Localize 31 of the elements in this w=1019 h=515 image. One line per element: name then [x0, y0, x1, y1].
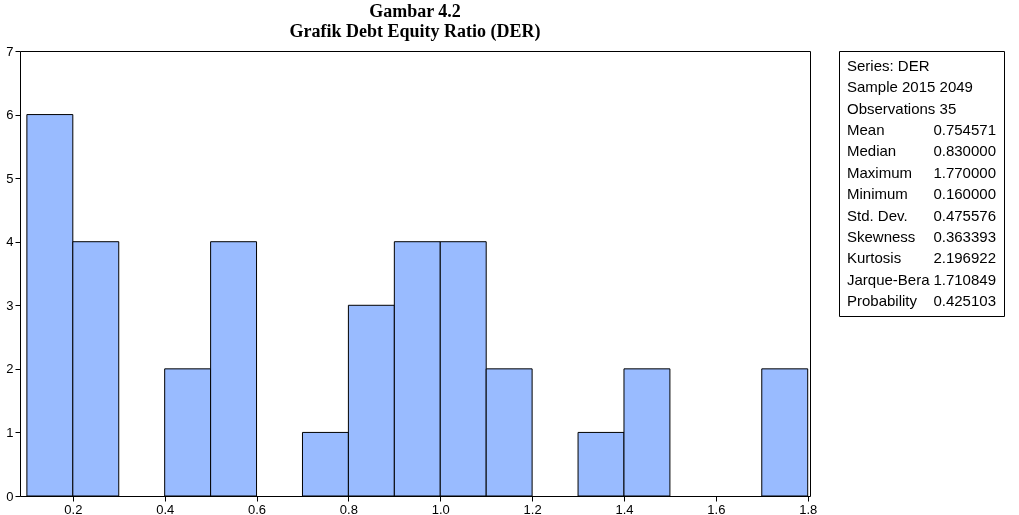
y-tick-label: 1	[6, 424, 14, 440]
x-tick-label: 1.8	[799, 501, 818, 515]
x-tick-label: 0.6	[248, 501, 267, 515]
text: Kurtosis 2.196922	[847, 249, 996, 267]
x-tick-label: 1.4	[615, 501, 634, 515]
x-tick-label: 0.2	[64, 501, 83, 515]
text: Probability 0.425103	[847, 292, 996, 310]
text: Jarque-Bera 1.710849	[847, 270, 996, 288]
x-tick-label: 1.2	[523, 501, 542, 515]
y-tick-label: 0	[6, 488, 14, 504]
y-tick-label: 5	[6, 170, 14, 186]
x-tick-label: 0.4	[156, 501, 175, 515]
text: Observations 35	[847, 99, 957, 117]
text: Std. Dev. 0.475576	[847, 206, 996, 224]
y-tick-label: 6	[6, 107, 14, 123]
text: Sample 2015 2049	[847, 78, 973, 96]
y-tick-label: 4	[6, 234, 14, 250]
text: Series: DER	[847, 56, 930, 74]
text: Minimum 0.160000	[847, 185, 996, 203]
text: Maximum 1.770000	[847, 163, 996, 181]
chart-title: Gambar 4.2	[369, 1, 461, 21]
x-tick-label: 1.6	[707, 501, 726, 515]
x-tick-label: 0.8	[339, 501, 358, 515]
y-tick-label: 3	[6, 297, 14, 313]
y-tick-label: 7	[6, 43, 14, 59]
y-tick-label: 2	[6, 361, 14, 377]
chart-subtitle: Grafik Debt Equity Ratio (DER)	[289, 21, 541, 42]
text: Mean 0.754571	[847, 121, 996, 139]
text: Median 0.830000	[847, 142, 996, 160]
x-tick-label: 1.0	[431, 501, 450, 515]
text: Skewness 0.363393	[847, 227, 996, 245]
